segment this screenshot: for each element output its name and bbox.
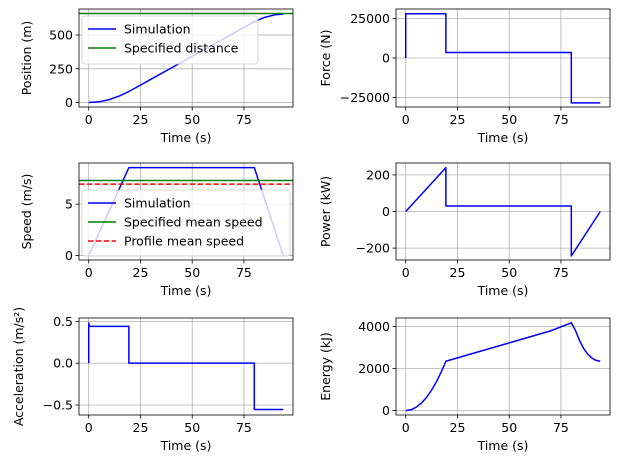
y-tick-label: −25000 [340, 90, 390, 105]
axes-frame [78, 162, 294, 261]
legend: Simulation Specified mean speed Profile me… [81, 189, 291, 257]
legend-label: Specified mean speed [124, 215, 263, 230]
x-axis-label: Time (s) [160, 283, 212, 298]
legend-box [81, 15, 259, 65]
y-tick-label: 0 [382, 204, 390, 219]
y-axis-label: Acceleration (m/s²) [11, 307, 26, 426]
x-tick-label: 50 [501, 265, 517, 280]
subplot-power: 0 25 50 75 −200 0 200 Time (s) Power (kW) [318, 162, 611, 298]
axes-frame [78, 8, 294, 108]
x-tick-label: 0 [85, 265, 93, 280]
y-tick-label: 4000 [358, 319, 390, 334]
subplot-energy: 0 25 50 75 0 2000 4000 Time (s) Energy (kJ) [318, 317, 611, 453]
x-axis-label: Time (s) [477, 130, 529, 145]
x-tick-label: 50 [184, 265, 200, 280]
series-line-simulation [88, 13, 284, 104]
y-tick-label: 0 [382, 51, 390, 66]
axes-frame [395, 162, 611, 261]
x-axis-label: Time (s) [160, 130, 212, 145]
x-tick-label: 75 [553, 265, 569, 280]
y-tick-label: 0 [382, 403, 390, 418]
x-tick-label: 75 [553, 112, 569, 127]
x-tick-label: 0 [402, 265, 410, 280]
subplot-position: 0 25 50 75 0 250 500 Time (s) Position (m) Simula… [19, 8, 294, 145]
y-tick-label: 0.0 [53, 356, 73, 371]
x-tick-label: 0 [85, 420, 93, 435]
y-axis-label: Position (m) [19, 21, 34, 96]
series-line-force [404, 12, 601, 104]
axes-frame [395, 317, 611, 416]
x-tick-label: 75 [236, 265, 252, 280]
legend-label: Specified distance [124, 41, 239, 56]
y-tick-label: 2000 [358, 361, 390, 376]
series-line-acceleration [87, 322, 284, 411]
x-tick-label: 0 [402, 420, 410, 435]
legend-label: Profile mean speed [124, 234, 244, 249]
y-tick-label: 0 [65, 248, 73, 263]
legend-label: Simulation [124, 22, 191, 37]
x-tick-label: 50 [184, 112, 200, 127]
x-tick-label: 50 [501, 420, 517, 435]
y-tick-label: 200 [366, 167, 390, 182]
y-tick-label: 25000 [350, 11, 390, 26]
y-tick-label: −200 [356, 241, 390, 256]
x-tick-label: 75 [236, 420, 252, 435]
axes-frame [78, 317, 294, 416]
x-axis-label: Time (s) [477, 283, 529, 298]
x-tick-label: 50 [501, 112, 517, 127]
x-tick-label: 50 [184, 420, 200, 435]
y-axis-label: Energy (kJ) [318, 332, 333, 400]
x-tick-label: 25 [450, 265, 466, 280]
y-tick-label: 0.5 [53, 314, 73, 329]
x-tick-label: 25 [133, 420, 149, 435]
x-tick-label: 25 [133, 265, 149, 280]
axes-frame [395, 8, 611, 108]
legend: Simulation Specified distance [81, 15, 259, 65]
y-tick-label: 500 [49, 28, 73, 43]
y-tick-label: 5 [65, 197, 73, 212]
x-axis-label: Time (s) [477, 438, 529, 453]
x-tick-label: 0 [402, 112, 410, 127]
subplot-acceleration: 0 25 50 75 −0.5 0.0 0.5 Time (s) Acceleration (m… [11, 307, 294, 453]
x-tick-label: 25 [133, 112, 149, 127]
subplot-force: 0 25 50 75 −25000 0 25000 Time (s) Force (N) [318, 8, 611, 145]
x-axis-label: Time (s) [160, 438, 212, 453]
y-tick-label: −0.5 [43, 397, 73, 412]
subplot-speed: 0 25 50 75 0 5 Time (s) Speed (m/s) Simulation Sp… [19, 162, 294, 298]
y-tick-label: 0 [65, 95, 73, 110]
series-line-energy [405, 322, 601, 412]
y-tick-label: 250 [49, 61, 73, 76]
x-tick-label: 75 [236, 112, 252, 127]
legend-label: Simulation [124, 196, 191, 211]
y-axis-label: Force (N) [318, 30, 333, 87]
x-tick-label: 75 [553, 420, 569, 435]
series-line-power [405, 166, 601, 257]
legend-box [81, 189, 291, 257]
y-axis-label: Speed (m/s) [19, 174, 34, 250]
x-tick-label: 25 [450, 112, 466, 127]
y-axis-label: Power (kW) [318, 176, 333, 247]
x-tick-label: 0 [85, 112, 93, 127]
x-tick-label: 25 [450, 420, 466, 435]
